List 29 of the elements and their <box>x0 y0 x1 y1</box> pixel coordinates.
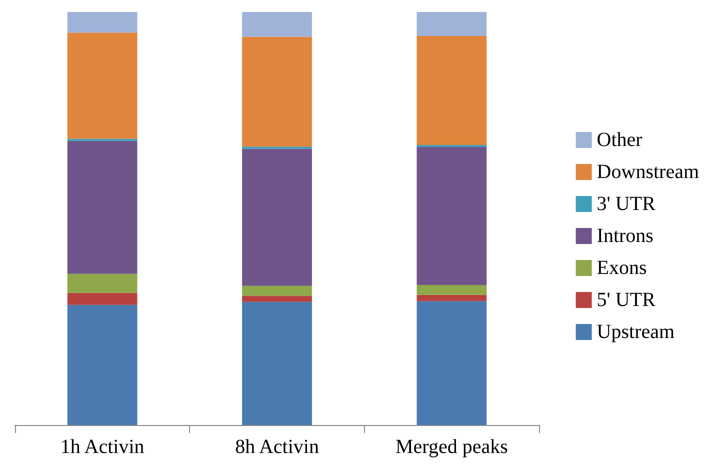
bar <box>416 12 487 36</box>
legend-label: Other <box>596 129 643 151</box>
bar <box>416 36 487 145</box>
x-tick-label: Merged peaks <box>395 436 508 458</box>
x-tick-label: 8h Activin <box>235 436 319 458</box>
bar <box>242 286 312 296</box>
legend-label: Upstream <box>596 321 675 343</box>
bar <box>416 147 487 285</box>
bar <box>242 12 312 37</box>
bar <box>416 284 487 295</box>
bar <box>242 148 312 286</box>
bar <box>416 294 487 302</box>
bar <box>67 32 138 139</box>
bar <box>416 301 487 425</box>
legend-label: 3' UTR <box>596 193 656 215</box>
bar <box>67 140 138 274</box>
bar <box>242 36 312 147</box>
bar <box>242 296 312 302</box>
bar <box>67 274 138 293</box>
legend-label: 5' UTR <box>596 289 656 311</box>
x-tick-label: 1h Activin <box>60 436 144 458</box>
bar <box>67 304 138 425</box>
legend-label: Introns <box>596 225 654 247</box>
bar <box>416 144 487 148</box>
legend-label: Downstream <box>596 161 700 183</box>
legend-label: Exons <box>596 257 648 279</box>
bar <box>67 12 138 33</box>
bar <box>67 292 138 305</box>
bar <box>242 302 312 425</box>
